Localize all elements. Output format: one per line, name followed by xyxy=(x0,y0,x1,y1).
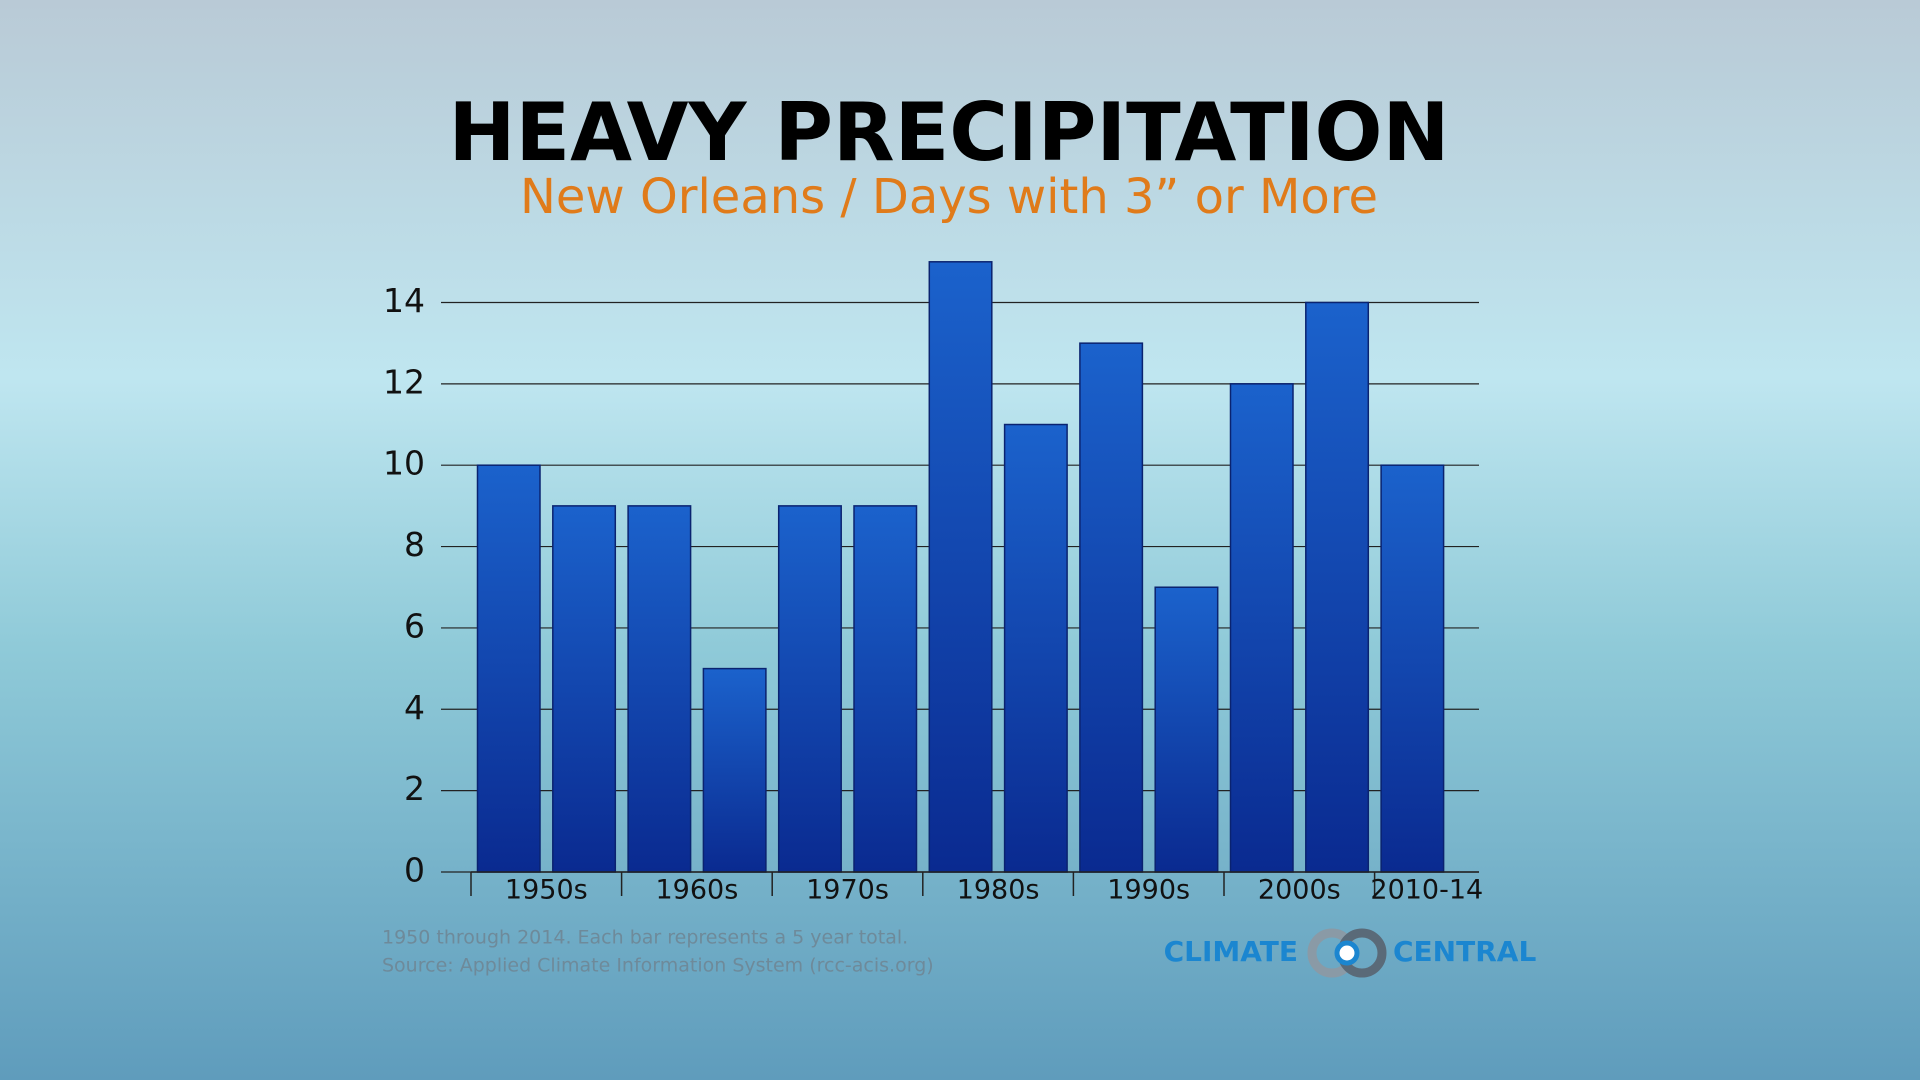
y-tick-label: 10 xyxy=(383,444,425,483)
bar xyxy=(552,505,617,873)
y-tick-label: 2 xyxy=(404,769,425,808)
note: 1950 through 2014. Each bar represents a… xyxy=(382,927,908,949)
y-tick-label: 12 xyxy=(383,362,425,401)
bar xyxy=(1305,301,1370,873)
logo-text: CLIMATE xyxy=(1164,935,1298,968)
chart-title: HEAVY PRECIPITATION xyxy=(449,86,1450,179)
x-tick-label: 1950s xyxy=(505,875,588,906)
bar xyxy=(476,464,541,873)
bar xyxy=(853,505,918,873)
bar xyxy=(928,261,993,873)
chart-subtitle: New Orleans / Days with 3” or More xyxy=(520,169,1378,225)
x-tick-label: 1980s xyxy=(957,875,1040,906)
bar xyxy=(1380,464,1445,873)
bar xyxy=(1079,342,1144,873)
bar xyxy=(702,667,767,873)
bar xyxy=(627,505,692,873)
bar xyxy=(1229,383,1294,873)
x-tick-label: 1970s xyxy=(806,875,889,906)
x-tick-label: 2000s xyxy=(1258,875,1341,906)
y-tick-label: 0 xyxy=(404,851,425,890)
logo-text: CENTRAL xyxy=(1393,935,1536,968)
bar xyxy=(1154,586,1219,873)
x-tick-label: 1960s xyxy=(656,875,739,906)
y-tick-label: 8 xyxy=(404,525,425,564)
note: Source: Applied Climate Information Syst… xyxy=(382,955,934,977)
bar xyxy=(777,505,842,873)
logo-dot xyxy=(1334,940,1360,966)
y-tick-label: 4 xyxy=(404,688,425,727)
y-tick-label: 14 xyxy=(383,281,425,320)
y-tick-label: 6 xyxy=(404,606,425,645)
x-tick-label: 1990s xyxy=(1107,875,1190,906)
x-tick-label: 2010-14 xyxy=(1370,875,1483,906)
bar xyxy=(1003,423,1068,873)
